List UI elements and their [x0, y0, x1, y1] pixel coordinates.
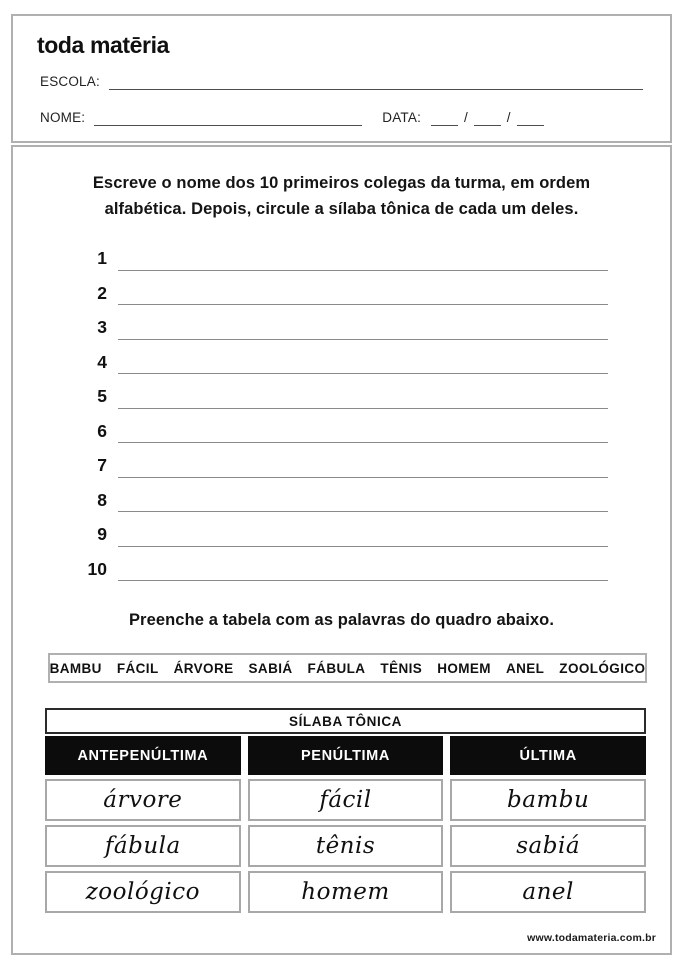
answer-row: 10 — [68, 547, 608, 581]
answer-row: 3 — [68, 305, 608, 340]
answer-blank-line — [118, 269, 608, 271]
answer-row: 5 — [68, 374, 608, 409]
answer-number: 2 — [97, 282, 107, 303]
answer-blank-line — [118, 407, 608, 409]
word-bank-item: FÁCIL — [116, 660, 159, 676]
date-separator: / — [464, 110, 468, 125]
table-cell: anel — [450, 871, 646, 913]
answer-blank-line — [118, 442, 608, 443]
table-cell: homem — [247, 871, 444, 913]
column-header-ultima: ÚLTIMA — [450, 736, 646, 775]
answer-row: 2 — [68, 271, 608, 305]
table-cell: bambu — [450, 779, 646, 821]
answer-row: 6 — [68, 409, 608, 443]
name-date-row: NOME: DATA: / / — [40, 110, 643, 126]
table-cell: árvore — [45, 779, 241, 821]
date-separator: / — [506, 110, 511, 125]
table-title: SÍLABA TÔNICA — [45, 708, 646, 734]
worksheet-body-box: Escreve o nome dos 10 primeiros colegas … — [11, 145, 672, 955]
answer-blank-line — [118, 580, 608, 581]
answer-row: 4 — [68, 340, 608, 374]
table-row: zoológico homem anel — [45, 871, 646, 913]
brand-logo: toda matēria — [37, 32, 169, 58]
table-cell: zoológico — [45, 871, 241, 913]
word-bank-item: BAMBU — [49, 660, 102, 676]
answer-number: 1 — [97, 248, 107, 268]
exercise1-instruction-line1: Escreve o nome dos 10 primeiros colegas … — [92, 174, 591, 192]
column-header-antepenultima: ANTEPENÚLTIMA — [45, 736, 241, 775]
column-header-penultima: PENÚLTIMA — [247, 736, 444, 775]
table-row: árvore fácil bambu — [45, 779, 646, 821]
answer-row: 8 — [68, 478, 608, 512]
website-url: www.todamateria.com.br — [527, 932, 656, 944]
worksheet-header-box: toda matēria ESCOLA: NOME: DATA: / / — [11, 14, 672, 143]
answer-blank-line — [118, 511, 608, 512]
date-year-blank — [516, 111, 544, 126]
name-label: NOME: — [40, 110, 86, 125]
answer-row: 9 — [68, 512, 608, 547]
answer-blank-line — [118, 476, 608, 478]
answer-list: 1 2 3 4 5 6 7 8 — [68, 236, 608, 581]
answer-number: 9 — [97, 524, 107, 544]
answer-blank-line — [118, 338, 608, 340]
answer-number: 6 — [97, 420, 107, 441]
table-cell: sabiá — [450, 825, 646, 867]
date-month-blank — [473, 111, 501, 126]
date-day-blank — [431, 111, 459, 126]
tonic-syllable-table: SÍLABA TÔNICA ANTEPENÚLTIMA PENÚLTIMA ÚL… — [45, 708, 646, 917]
answer-blank-line — [118, 545, 608, 547]
school-label: ESCOLA: — [40, 74, 100, 89]
answer-blank-line — [118, 373, 608, 374]
word-bank-item: ANEL — [505, 660, 545, 676]
date-label: DATA: — [382, 110, 422, 125]
exercise2-instruction: Preenche a tabela com as palavras do qua… — [128, 611, 555, 629]
word-bank-item: ÁRVORE — [173, 660, 234, 676]
table-cell: fábula — [45, 825, 241, 867]
answer-blank-line — [118, 304, 608, 305]
word-bank-item: FÁBULA — [307, 660, 366, 676]
answer-number: 7 — [97, 455, 107, 475]
table-cell: fácil — [247, 779, 444, 821]
school-blank-line — [108, 75, 643, 90]
answer-number: 8 — [97, 489, 107, 510]
name-blank-line — [94, 111, 363, 126]
word-bank-item: SABIÁ — [248, 660, 293, 676]
word-bank-box: BAMBU FÁCIL ÁRVORE SABIÁ FÁBULA TÊNIS HO… — [48, 653, 647, 683]
answer-number: 10 — [87, 558, 107, 579]
table-column-headers: ANTEPENÚLTIMA PENÚLTIMA ÚLTIMA — [45, 736, 646, 775]
answer-number: 4 — [97, 351, 107, 372]
answer-number: 3 — [97, 317, 107, 337]
exercise1-instruction-line2: alfabética. Depois, circule a sílaba tôn… — [104, 199, 579, 218]
exercise1-instruction: Escreve o nome dos 10 primeiros colegas … — [13, 171, 670, 222]
answer-row: 1 — [68, 236, 608, 271]
school-row: ESCOLA: — [40, 74, 643, 90]
answer-row: 7 — [68, 443, 608, 478]
word-bank-item: HOMEM — [437, 660, 491, 676]
answer-number: 5 — [97, 386, 107, 406]
table-row: fábula tênis sabiá — [45, 825, 646, 867]
table-cell: tênis — [247, 825, 444, 867]
word-bank-item: ZOOLÓGICO — [559, 660, 646, 676]
word-bank-item: TÊNIS — [380, 660, 423, 676]
